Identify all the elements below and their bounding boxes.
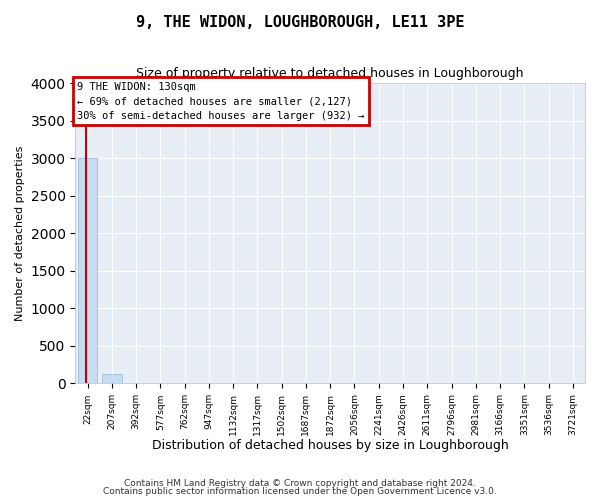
Bar [102, 374, 122, 384]
Y-axis label: Number of detached properties: Number of detached properties [15, 146, 25, 321]
Text: Contains HM Land Registry data © Crown copyright and database right 2024.: Contains HM Land Registry data © Crown c… [124, 478, 476, 488]
Text: Contains public sector information licensed under the Open Government Licence v3: Contains public sector information licen… [103, 487, 497, 496]
Text: 9, THE WIDON, LOUGHBOROUGH, LE11 3PE: 9, THE WIDON, LOUGHBOROUGH, LE11 3PE [136, 15, 464, 30]
Title: Size of property relative to detached houses in Loughborough: Size of property relative to detached ho… [136, 68, 524, 80]
X-axis label: Distribution of detached houses by size in Loughborough: Distribution of detached houses by size … [152, 440, 509, 452]
Bar [78, 158, 97, 384]
Text: 9 THE WIDON: 130sqm
← 69% of detached houses are smaller (2,127)
30% of semi-det: 9 THE WIDON: 130sqm ← 69% of detached ho… [77, 82, 365, 121]
